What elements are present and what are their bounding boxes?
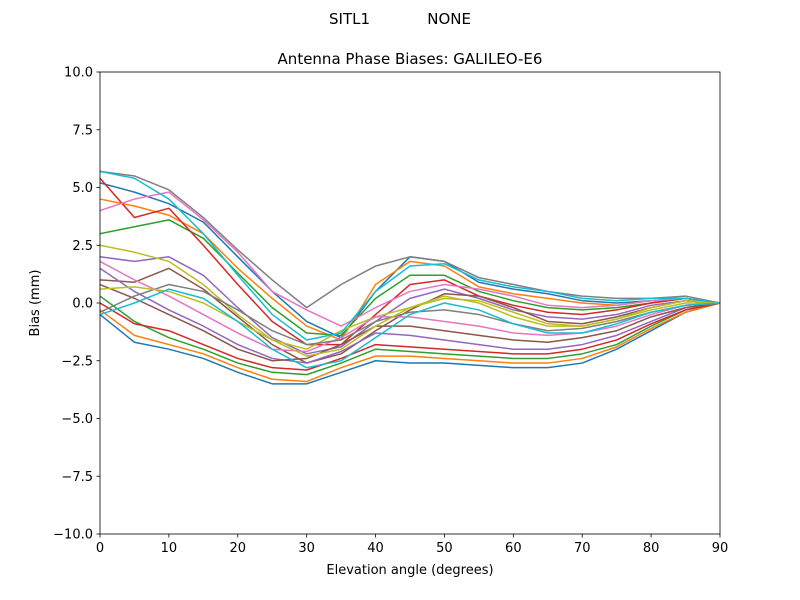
axes-frame (99, 71, 721, 535)
x-tick-label: 70 (574, 541, 591, 556)
y-tick-label: 10.0 (64, 66, 93, 81)
series-line (99, 260, 721, 353)
x-tick-label: 40 (367, 541, 384, 556)
x-tick-label: 20 (230, 541, 247, 556)
series-line (99, 295, 721, 376)
y-axis-label: Bias (mm) (28, 270, 43, 337)
series-line (99, 170, 721, 309)
series-line (99, 267, 721, 364)
x-tick-label: 30 (298, 541, 315, 556)
series-line (99, 286, 720, 357)
y-tick-label: 7.5 (72, 123, 93, 138)
x-tick-label: 80 (643, 541, 660, 556)
y-tick-label: −5.0 (61, 412, 93, 427)
series-line (99, 302, 721, 371)
x-axis-label: Elevation angle (degrees) (326, 563, 493, 578)
series-line (99, 219, 721, 337)
series-line (99, 267, 721, 364)
suptitle: SITL1 NONE (329, 10, 471, 28)
series-line (99, 302, 721, 383)
series-line (99, 283, 721, 362)
chart-title: Antenna Phase Biases: GALILEO-E6 (278, 50, 543, 68)
y-tick-label: 5.0 (72, 181, 93, 196)
series-line (99, 177, 721, 346)
y-tick-label: −2.5 (61, 354, 93, 369)
x-tick-label: 10 (161, 541, 178, 556)
series-line (99, 170, 721, 341)
series-line (99, 283, 721, 346)
series-line (99, 288, 721, 369)
series-line (99, 302, 721, 385)
y-tick-label: 2.5 (72, 239, 93, 254)
x-tick-label: 60 (505, 541, 522, 556)
series-line (99, 191, 721, 327)
x-tick-label: 50 (436, 541, 453, 556)
y-tick-label: −10.0 (53, 528, 93, 543)
x-tick-label: 0 (96, 541, 104, 556)
series-line (99, 256, 721, 355)
x-tick-label: 90 (712, 541, 729, 556)
y-tick-label: 0.0 (72, 297, 93, 312)
y-tick-label: −7.5 (61, 470, 93, 485)
